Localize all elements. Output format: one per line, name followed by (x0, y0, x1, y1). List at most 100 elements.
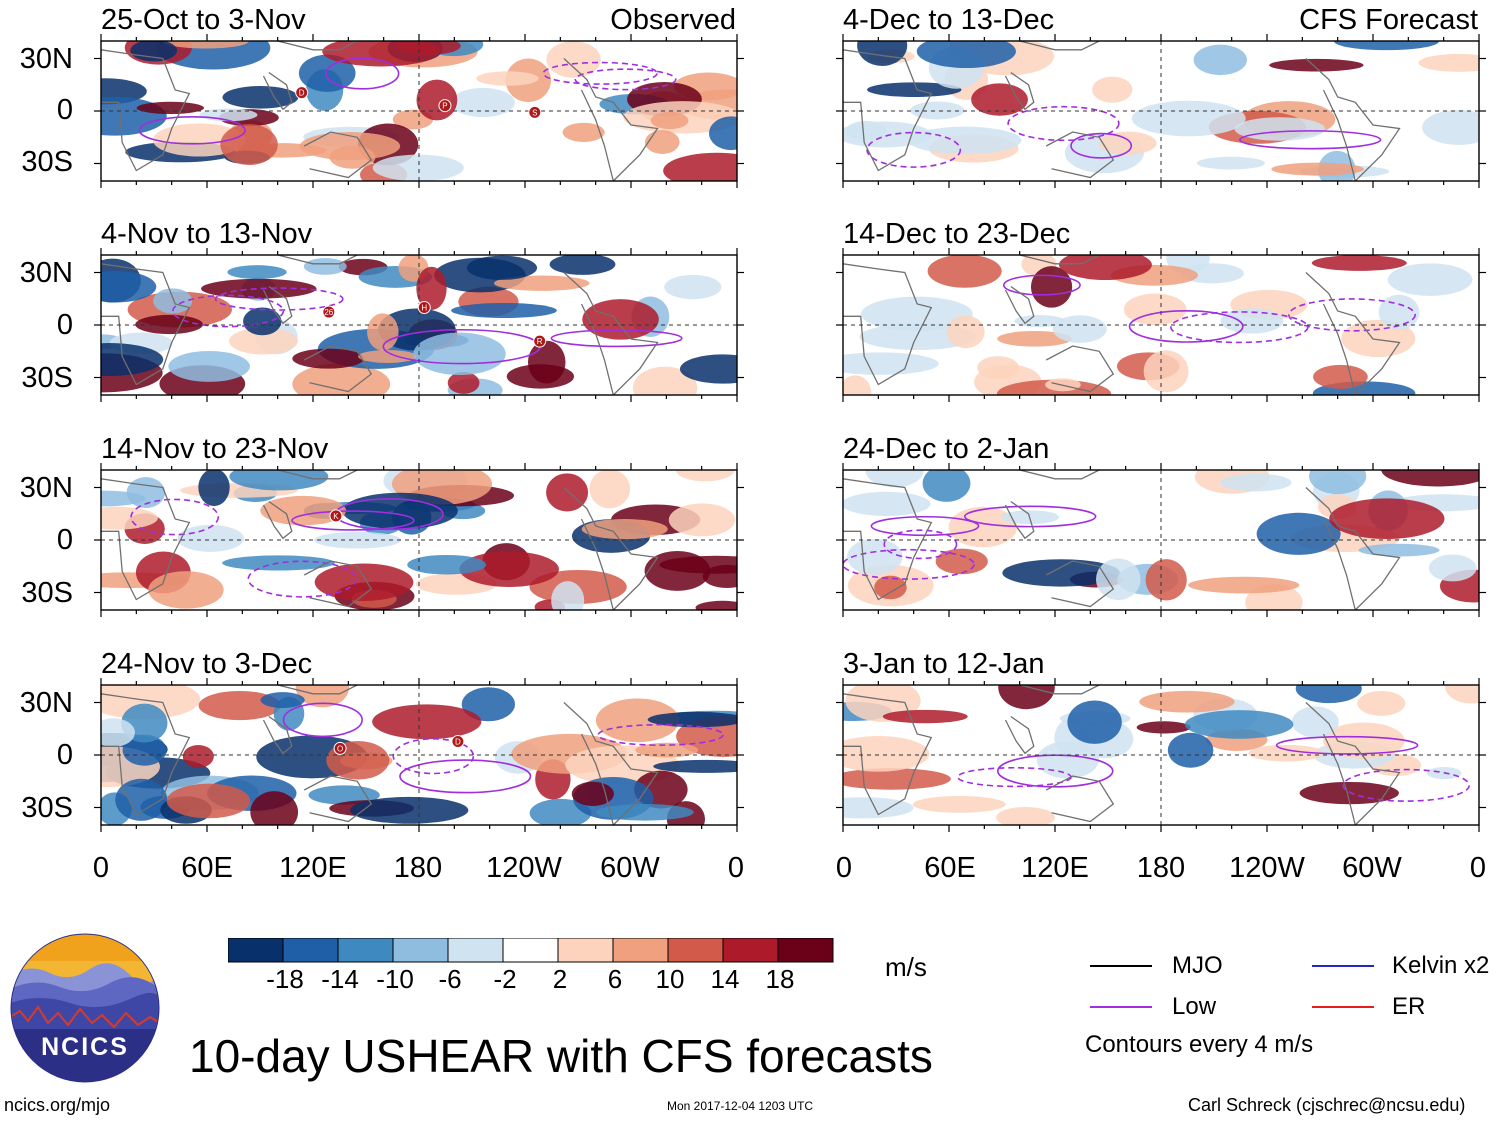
shear-anomaly-region (843, 352, 939, 375)
shear-anomaly-region (198, 690, 281, 721)
shear-anomaly-region (494, 275, 590, 291)
shear-anomaly-region (663, 152, 737, 181)
shear-anomaly-region (865, 470, 924, 488)
shear-anomaly-region (935, 548, 988, 575)
logo-text: NCICS (41, 1033, 129, 1061)
shear-anomaly-region (927, 255, 1002, 288)
shear-anomaly-region (650, 111, 689, 130)
shear-anomaly-region (1002, 559, 1120, 587)
lat-tick-label: 30N (19, 687, 73, 719)
shear-anomaly-region (1313, 364, 1368, 389)
shear-anomaly-region (476, 71, 539, 86)
timestamp: Mon 2017-12-04 1203 UTC (667, 1099, 814, 1113)
coastline (1045, 345, 1115, 393)
shear-anomaly-region (1358, 543, 1440, 557)
coastline (101, 263, 191, 386)
shear-anomaly-region (1193, 44, 1247, 76)
coastline (843, 263, 933, 386)
shear-anomaly-region (1145, 559, 1187, 601)
shear-anomaly-region (372, 704, 482, 740)
colorbar-tick-label: -2 (493, 964, 517, 994)
lon-tick-label: 60W (600, 852, 660, 884)
shear-anomaly-region (459, 551, 559, 587)
colorbar-tick-label: -14 (321, 964, 359, 994)
map-panel (836, 34, 1486, 188)
chart-title: 10-day USHEAR with CFS forecasts (189, 1030, 933, 1082)
coastline (101, 693, 191, 816)
storm-marker-label: P (442, 102, 447, 111)
shear-anomaly-region (292, 348, 365, 369)
shear-anomaly-region (1357, 690, 1406, 716)
low-contour (325, 57, 400, 90)
colorbar-bin (612, 938, 669, 963)
shear-anomaly-region (874, 575, 907, 600)
shear-anomaly-region (1131, 100, 1246, 137)
shear-anomaly-region (136, 101, 205, 115)
low-contour (214, 287, 344, 311)
shear-anomaly-region (101, 270, 157, 303)
lat-tick-label: 30S (21, 792, 73, 824)
colorbar-bin (777, 938, 834, 963)
shear-anomaly-region (546, 473, 589, 512)
shear-anomaly-region (358, 350, 417, 363)
coastline (303, 560, 373, 608)
coastline (1045, 560, 1115, 608)
shear-anomaly-region (843, 375, 872, 395)
shear-anomaly-region (1184, 710, 1294, 739)
colorbar-tick-label: 6 (607, 964, 623, 994)
shear-anomaly-region (946, 315, 985, 349)
colorbar-bin (722, 938, 779, 963)
colorbar-bin (337, 938, 394, 963)
shear-anomaly-region (372, 154, 464, 181)
low-contour (1007, 105, 1120, 142)
shear-anomaly-region (413, 332, 506, 376)
low-contour (1342, 768, 1470, 802)
coastline (1004, 285, 1035, 325)
lon-tick-label: 120E (279, 852, 347, 884)
lat-tick-label: 30N (19, 472, 73, 504)
coastline (277, 470, 358, 480)
source-url[interactable]: ncics.org/mjo (4, 1095, 111, 1115)
observed-label: Observed (610, 4, 736, 36)
coastline (277, 255, 358, 265)
low-contour (1170, 311, 1309, 344)
shear-anomaly-region (1220, 473, 1292, 492)
shear-anomaly-region (996, 806, 1055, 825)
colorbar (228, 938, 834, 963)
shear-anomaly-region (843, 121, 931, 148)
low-contour (130, 498, 220, 536)
colorbar-tick-label: -18 (266, 964, 304, 994)
legend-swatch-low (1090, 1006, 1152, 1008)
storm-marker-label: H (421, 303, 427, 312)
shear-anomaly-region (867, 82, 962, 97)
shear-anomaly-region (922, 470, 971, 502)
map-panel (836, 678, 1486, 832)
shear-anomaly-region (843, 768, 951, 790)
shear-anomaly-region (260, 495, 347, 526)
shear-anomaly-region (589, 470, 631, 509)
shear-anomaly-region (199, 108, 258, 122)
low-contour (597, 723, 724, 746)
low-contour (138, 115, 246, 145)
shear-anomaly-region (1095, 558, 1141, 601)
coastline (277, 41, 358, 51)
shear-anomaly-region (416, 79, 458, 121)
shear-anomaly-region (229, 327, 298, 355)
lon-tick-label: 120W (486, 852, 562, 884)
lat-tick-label: 30S (21, 146, 73, 178)
shear-anomaly-region (329, 145, 376, 169)
legend-label-kelvin: Kelvin x2 (1392, 952, 1490, 979)
low-contour (963, 505, 1097, 528)
shear-anomaly-region (549, 255, 616, 275)
shear-anomaly-region (916, 41, 1016, 69)
low-contour (996, 754, 1114, 788)
coastline (101, 478, 191, 601)
shear-anomaly-region (153, 288, 193, 314)
lon-tick-label: 120W (1229, 852, 1305, 884)
coastline (1305, 272, 1401, 395)
shear-anomaly-region (551, 581, 585, 610)
shear-anomaly-region (101, 718, 135, 747)
shear-anomaly-region (227, 265, 287, 279)
shear-anomaly-region (1271, 162, 1364, 176)
